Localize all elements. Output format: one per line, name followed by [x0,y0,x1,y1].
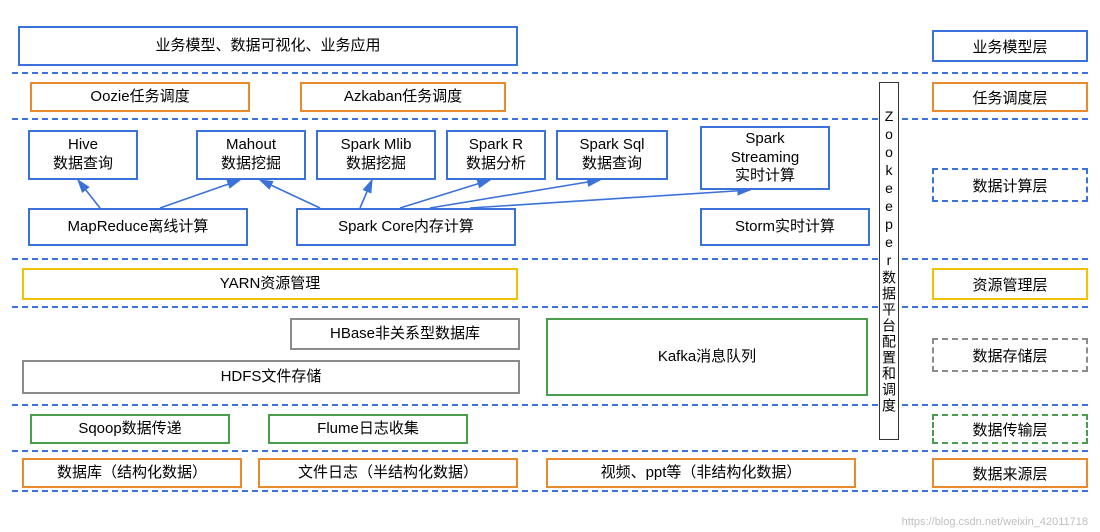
arrow-mapreduce-mahout [160,180,240,208]
node-azkaban: Azkaban任务调度 [300,82,506,112]
node-sparksql: Spark Sql 数据查询 [556,130,668,180]
node-streaming: Spark Streaming 实时计算 [700,126,830,190]
layer-label-l1: 业务模型层 [932,30,1088,62]
layer-separator [12,306,1088,308]
node-mahout: Mahout 数据挖掘 [196,130,306,180]
layer-separator [12,490,1088,492]
arrow-sparkcore-sparksql [430,180,600,208]
arrow-sparkcore-mlib [360,180,372,208]
layer-separator [12,450,1088,452]
node-top: 业务模型、数据可视化、业务应用 [18,26,518,66]
layer-separator [12,72,1088,74]
layer-label-l6: 数据传输层 [932,414,1088,444]
node-filelog: 文件日志（半结构化数据） [258,458,518,488]
node-hdfs: HDFS文件存储 [22,360,520,394]
arrow-sparkcore-sparkr [400,180,490,208]
layer-label-l7: 数据来源层 [932,458,1088,488]
layer-separator [12,404,1088,406]
layer-label-l5: 数据存储层 [932,338,1088,372]
node-mapreduce: MapReduce离线计算 [28,208,248,246]
layer-label-l2: 任务调度层 [932,82,1088,112]
arrow-sparkcore-mahout [260,180,320,208]
layer-label-l4: 资源管理层 [932,268,1088,300]
node-hive: Hive 数据查询 [28,130,138,180]
layer-label-l3: 数据计算层 [932,168,1088,202]
node-flume: Flume日志收集 [268,414,468,444]
node-db: 数据库（结构化数据） [22,458,242,488]
node-mlib: Spark Mlib 数据挖掘 [316,130,436,180]
node-sparkcore: Spark Core内存计算 [296,208,516,246]
node-sparkr: Spark R 数据分析 [446,130,546,180]
node-kafka: Kafka消息队列 [546,318,868,396]
node-video: 视频、ppt等（非结构化数据） [546,458,856,488]
arrow-sparkcore-streaming [470,190,750,208]
node-sqoop: Sqoop数据传递 [30,414,230,444]
layer-separator [12,118,1088,120]
arrow-layer [0,0,1100,532]
node-oozie: Oozie任务调度 [30,82,250,112]
zookeeper-box: Zookeeper数据平台配置和调度 [879,82,899,440]
node-yarn: YARN资源管理 [22,268,518,300]
node-storm: Storm实时计算 [700,208,870,246]
arrow-mapreduce-hive [78,180,100,208]
node-hbase: HBase非关系型数据库 [290,318,520,350]
layer-separator [12,258,1088,260]
watermark: https://blog.csdn.net/weixin_42011718 [902,516,1088,528]
